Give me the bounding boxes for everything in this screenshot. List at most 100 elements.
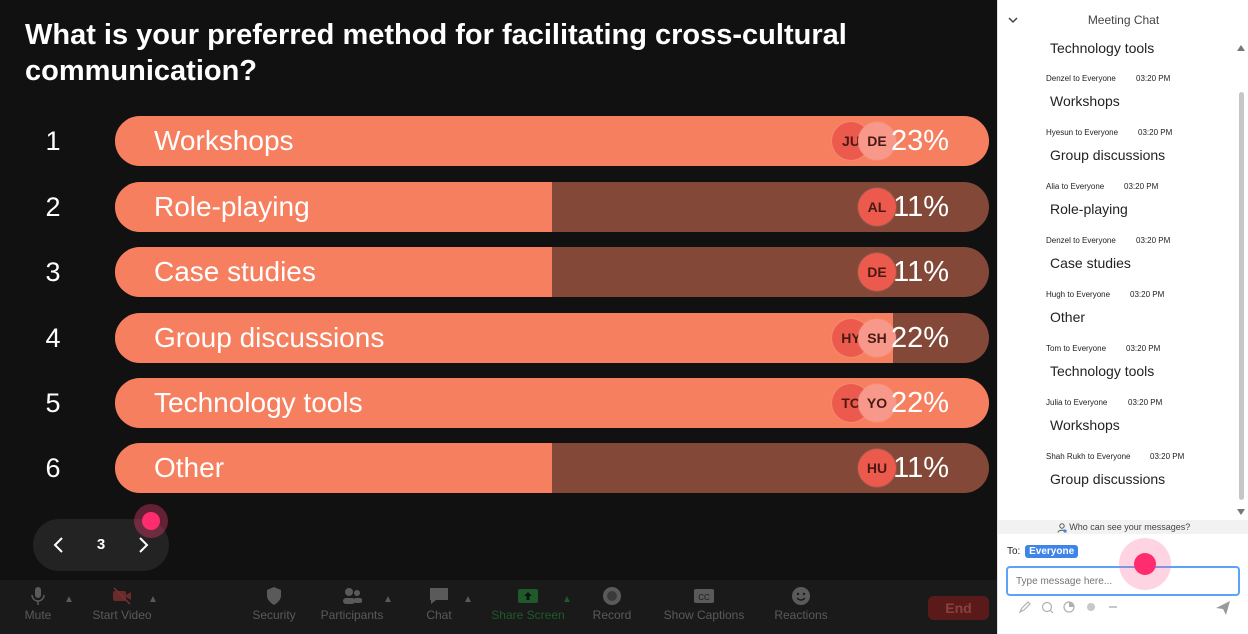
video-options-caret[interactable]: ▲ [148,594,158,605]
poll-option-row: 1 Workshops DE JU 23% [0,116,997,166]
chat-message-sender: Tom to Everyone [1046,344,1107,353]
poll-stage: What is your preferred method for facili… [0,0,997,634]
recipient-row: To: Everyone [1007,545,1079,558]
chevron-left-icon [53,537,63,553]
end-meeting-button[interactable]: End [928,596,989,620]
chat-scroll-thumb[interactable] [1239,92,1244,500]
slide-pager: 3 [33,519,169,571]
emoji-button[interactable] [1084,600,1098,614]
reactions-button[interactable]: Reactions [770,586,832,630]
voter-avatars: HU [858,449,896,487]
show-captions-button[interactable]: CC Show Captions [656,586,752,630]
participants-label: Participants [320,608,384,622]
scroll-up-arrow-icon [1237,45,1245,51]
chat-button[interactable]: Chat [418,586,460,630]
chat-message-input[interactable] [1006,566,1240,596]
option-number: 1 [45,126,61,156]
mute-label: Mute [24,608,52,622]
meeting-chat-panel: Meeting Chat Technology tools Denzel to … [997,0,1248,634]
mute-options-caret[interactable]: ▲ [64,594,74,605]
option-number: 4 [45,323,61,353]
collapse-chat-button[interactable] [1006,13,1020,27]
avatar: HU [858,449,896,487]
click-indicator [1119,538,1171,590]
record-label: Record [592,608,632,622]
who-can-see-text: Who can see your messages? [1069,522,1191,532]
avatar: DE [858,253,896,291]
chat-message-text: Role-playing [1050,201,1128,217]
option-number: 6 [45,453,61,483]
person-icon [1057,522,1067,533]
who-can-see-messages-link[interactable]: Who can see your messages? [998,520,1248,534]
share-options-caret[interactable]: ▲ [562,594,572,605]
record-icon [603,587,621,605]
result-bar: Case studies DE 11% [115,247,989,297]
screenshot-button[interactable] [1040,600,1054,614]
chat-message-text: Other [1050,309,1086,325]
more-icon [1109,606,1117,608]
chat-message-time: 03:20 PM [1150,452,1185,461]
result-bar: Group discussions SH HY 22% [115,313,989,363]
reactions-label: Reactions [774,608,828,622]
show-captions-label: Show Captions [663,608,745,622]
chat-message-text: Group discussions [1050,471,1166,487]
voter-avatars: AL [858,188,896,226]
mute-button[interactable]: Mute [18,586,58,630]
share-screen-button[interactable]: Share Screen [486,586,570,630]
voter-avatars: YO TO [832,384,896,422]
attach-file-button[interactable] [1062,600,1076,614]
avatar: YO [858,384,896,422]
record-button[interactable]: Record [588,586,636,630]
chat-message-time: 03:20 PM [1136,236,1171,245]
captions-icon: CC [694,589,714,603]
chat-message-text: Technology tools [1050,363,1155,379]
avatar: SH [858,319,896,357]
chat-message-time: 03:20 PM [1128,398,1163,407]
chat-message-sender: Hyesun to Everyone [1046,128,1119,137]
result-bar: Other HU 11% [115,443,989,493]
send-icon [1216,601,1230,615]
chat-header: Meeting Chat [998,10,1248,32]
chat-message-time: 03:20 PM [1130,290,1165,299]
participants-options-caret[interactable]: ▲ [383,594,393,605]
chat-scrollbar[interactable] [1236,40,1246,518]
option-percentage: 11% [893,256,949,288]
chat-options-caret[interactable]: ▲ [463,594,473,605]
result-bar: Technology tools YO TO 22% [115,378,989,428]
share-screen-label: Share Screen [491,608,565,622]
chevron-right-icon [139,537,149,553]
result-bar: Workshops DE JU 23% [115,116,989,166]
participants-icon [343,588,362,604]
send-message-button[interactable] [1214,600,1232,616]
participants-button[interactable]: Participants [316,586,388,630]
previous-slide-button[interactable] [47,532,71,558]
next-slide-button[interactable] [131,532,155,558]
chat-message-time: 03:20 PM [1136,74,1171,83]
chat-message-sender: Shah Rukh to Everyone [1046,452,1131,461]
pen-icon [1018,601,1031,614]
result-bar-fill [115,182,552,232]
voter-avatars: DE JU [832,122,896,160]
recipient-selector[interactable]: Everyone [1025,545,1079,558]
format-text-button[interactable] [1018,600,1032,614]
chat-message-text: Workshops [1050,93,1120,109]
voter-avatars: DE [858,253,896,291]
avatar: AL [858,188,896,226]
more-options-button[interactable] [1106,600,1120,614]
chat-message-text: Case studies [1050,255,1131,271]
click-indicator [134,504,168,538]
share-screen-icon [518,589,538,603]
option-label: Case studies [154,256,316,287]
option-percentage: 22% [890,387,949,419]
security-label: Security [252,608,296,622]
chat-message-time: 03:20 PM [1126,344,1161,353]
option-percentage: 23% [890,125,949,157]
chevron-down-icon [1008,17,1018,24]
chat-title: Meeting Chat [1087,13,1160,27]
start-video-button[interactable]: Start Video [86,586,158,630]
to-label: To: [1007,546,1021,557]
option-label: Workshops [154,125,294,156]
option-label: Other [154,452,225,483]
security-button[interactable]: Security [248,586,300,630]
